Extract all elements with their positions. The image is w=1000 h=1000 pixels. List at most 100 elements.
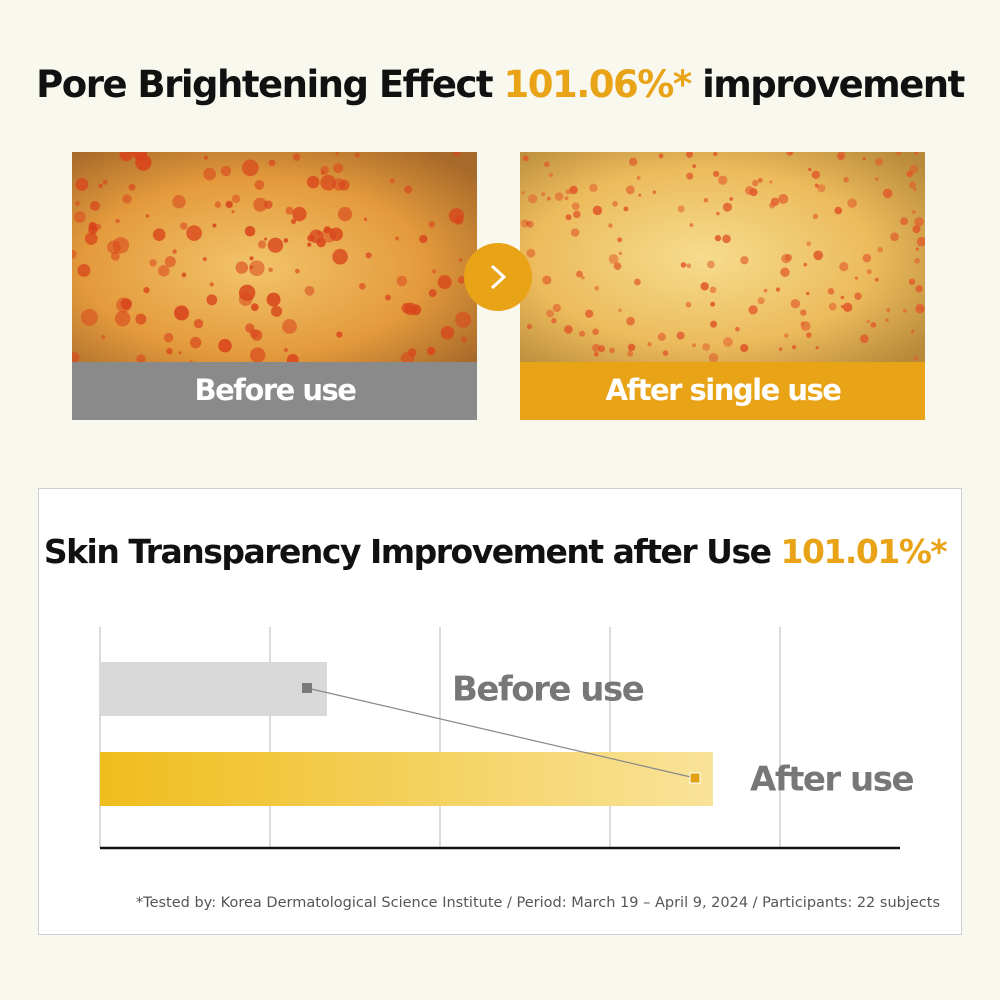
skin-spot — [428, 221, 435, 228]
skin-spot — [238, 292, 253, 307]
skin-spot — [800, 309, 807, 316]
before-bar-label: Before use — [452, 670, 644, 710]
skin-spot — [860, 334, 869, 343]
title-highlight: 101.06%* — [503, 63, 691, 106]
skin-spot — [266, 292, 281, 307]
skin-spot — [828, 302, 837, 311]
skin-spot — [75, 177, 89, 191]
skin-spot — [769, 180, 773, 184]
skin-spot — [916, 236, 925, 247]
skin-spot — [895, 152, 902, 156]
skin-spot — [115, 218, 120, 224]
skin-spot — [806, 291, 810, 296]
skin-spot — [317, 230, 322, 235]
skin-spot — [840, 304, 844, 309]
skin-spot — [806, 332, 812, 338]
after-label-bar — [520, 362, 925, 420]
skin-spot — [689, 223, 694, 227]
skin-spot — [528, 194, 538, 204]
skin-spot — [546, 196, 551, 201]
skin-spot — [283, 238, 289, 243]
skin-spot — [548, 172, 554, 178]
skin-spot — [75, 201, 80, 206]
skin-spot — [657, 332, 666, 341]
skin-spot — [875, 158, 883, 166]
skin-spot — [88, 221, 97, 230]
skin-spot — [908, 181, 916, 189]
skin-spot — [791, 345, 797, 350]
skin-spot — [225, 200, 233, 209]
skin-spot — [173, 305, 190, 321]
skin-spot — [902, 308, 907, 313]
skin-spot — [770, 197, 780, 206]
skin-spot — [808, 167, 812, 172]
skin-spot — [752, 179, 759, 187]
skin-spot — [827, 288, 835, 295]
skin-spot — [685, 152, 694, 158]
skin-spot — [813, 250, 824, 261]
skin-spot — [337, 207, 353, 222]
title-text: Pore Brightening Effect — [36, 63, 493, 106]
skin-spot — [740, 343, 749, 353]
skin-spot — [854, 276, 859, 280]
skin-spot — [834, 206, 843, 215]
skin-spot — [365, 252, 372, 259]
skin-spot — [241, 159, 259, 177]
skin-spot — [870, 322, 877, 328]
skin-spot — [333, 163, 344, 174]
skin-spot — [72, 249, 77, 260]
skin-spot — [257, 240, 267, 249]
skin-spot — [652, 190, 657, 195]
skin-spot — [790, 298, 801, 309]
after-bar — [100, 752, 713, 806]
skin-spot — [72, 351, 80, 362]
skin-spot — [718, 175, 728, 185]
skin-spot — [250, 303, 259, 312]
skin-spot — [122, 194, 132, 204]
skin-spot — [589, 183, 598, 193]
skin-spot — [618, 251, 623, 256]
skin-spot — [763, 288, 768, 293]
skin-spot — [408, 347, 417, 357]
skin-spot — [253, 197, 268, 212]
skin-spot — [638, 193, 642, 197]
skin-spot — [249, 265, 254, 270]
skin-spot — [163, 332, 174, 343]
skin-spot — [320, 174, 337, 191]
skin-spot — [522, 155, 529, 162]
skin-spot — [784, 333, 789, 338]
skin-spot — [564, 325, 573, 334]
skin-spot — [180, 222, 188, 230]
skin-spot — [780, 267, 790, 277]
skin-spot — [757, 297, 765, 305]
skin-spot — [890, 232, 899, 242]
skin-spot — [437, 275, 452, 290]
skin-spot — [306, 175, 320, 189]
skin-spot — [521, 191, 525, 195]
skin-spot — [775, 287, 781, 292]
skin-spot — [714, 234, 722, 242]
footnote: *Tested by: Korea Dermatological Science… — [136, 895, 940, 911]
skin-spot — [220, 165, 232, 177]
skin-spot — [307, 242, 312, 247]
skin-spot — [812, 213, 819, 220]
skin-spot — [911, 210, 916, 214]
skin-spot — [542, 275, 552, 285]
skin-spot — [623, 206, 629, 212]
skin-spot — [332, 248, 348, 265]
chart-title: Skin Transparency Improvement after Use … — [44, 532, 948, 571]
skin-spot — [662, 350, 669, 356]
skin-spot — [609, 347, 615, 354]
skin-spot — [244, 225, 256, 237]
skin-spot — [625, 185, 635, 195]
skin-spot — [292, 206, 307, 222]
skin-spot — [189, 360, 193, 362]
after-bar-label: After use — [750, 760, 913, 800]
skin-spot — [285, 206, 294, 215]
skin-spot — [110, 251, 120, 261]
skin-spot — [525, 221, 530, 226]
skin-spot — [554, 192, 564, 201]
skin-spot — [267, 237, 284, 253]
skin-spot — [757, 177, 763, 183]
